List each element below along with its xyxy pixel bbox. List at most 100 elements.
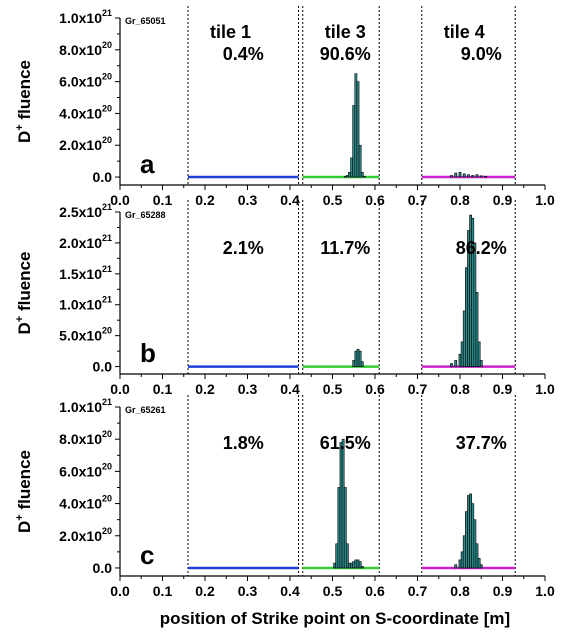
x-tick-label: 0.5 [323,192,343,208]
histogram-bar [479,360,483,367]
histogram-bar [350,562,353,569]
panel-a: 0.0 0.1 0.2 0.3 0.4 0.5 0.6 0.7 0.8 0.9 1.0 0.0 2.0x… [14,6,555,208]
histogram-bar [479,175,483,178]
panel-letter: b [140,338,156,368]
y-tick-label: 0.0 [93,169,113,185]
x-tick-label: 0.1 [153,583,173,599]
histogram-bar [354,350,358,367]
x-tick-label: 0.6 [365,583,385,599]
y-axis-label: D+ fluence [14,450,34,533]
x-tick-label: 0.1 [153,381,173,397]
x-tick-label: 0.2 [195,192,215,208]
histogram-bar [352,105,356,178]
tile-percentage: 11.7% [320,238,370,258]
histogram-bar [473,519,477,569]
y-tick-label: 1.0x1021 [59,397,112,415]
histogram-bar [346,175,349,178]
tile-percentage: 2.1% [223,238,264,258]
histogram-bar [348,562,351,569]
y-tick-label: 4.0x1020 [59,103,112,121]
histogram-bar [358,350,362,367]
histogram-bar [333,562,336,569]
histogram-bar [467,174,470,178]
histogram-bar [475,292,479,367]
y-tick-label: 2.0x1020 [59,135,112,153]
histogram-bar [358,144,362,178]
histogram-bar [462,310,466,367]
x-tick-label: 0.8 [450,192,470,208]
y-tick-label: 8.0x1020 [59,429,112,447]
histogram-bar [477,557,481,569]
y-tick-label: 2.0x1020 [59,526,112,544]
x-tick-label: 0.9 [493,381,513,397]
histogram-bar [477,341,481,367]
histogram-bar [450,175,453,178]
y-tick-label: 8.0x1020 [59,40,112,58]
x-tick-label: 0.9 [493,192,513,208]
histogram-bar [358,561,362,569]
histogram-bar [462,173,466,178]
x-tick-label: 0.8 [450,381,470,397]
histogram-bar [335,543,339,569]
histogram-bar [458,559,462,569]
histogram-bar [450,363,453,367]
histogram-bar [454,564,458,569]
histogram-bar [360,171,364,178]
histogram-bar [356,81,360,178]
histogram-bar [360,361,364,367]
histogram-bar [467,495,470,569]
histogram-bar [458,171,462,178]
shot-id: Gr_65261 [125,405,166,415]
shot-id: Gr_65051 [125,16,166,26]
x-tick-label: 0.3 [238,381,258,397]
x-tick-label: 0.4 [280,381,300,397]
tile-percentage: 86.2% [456,238,507,258]
histogram-bar [363,175,366,178]
histogram-bar [465,511,468,569]
y-tick-label: 4.0x1020 [59,494,112,512]
x-tick-label: 0.5 [323,583,343,599]
histogram-bar [473,242,477,367]
panel-letter: c [140,540,154,570]
histogram-bar [484,175,487,178]
histogram-bar [354,73,358,178]
histogram-bar [479,564,483,569]
histogram-bar [458,353,462,367]
x-tick-label: 0.5 [323,381,343,397]
x-tick-label: 0.7 [408,192,428,208]
histogram-bar [454,360,458,367]
histogram-bar [350,157,353,178]
panel-c: 0.0 0.1 0.2 0.3 0.4 0.5 0.6 0.7 0.8 0.9 1.0 0.0 2.0x… [14,395,555,599]
x-tick-label: 0.6 [365,381,385,397]
panel-letter: a [140,149,155,179]
x-tick-label: 0.3 [238,583,258,599]
y-tick-label: 1.0x1021 [59,295,112,313]
tile-percentage: 9.0% [461,44,502,64]
histogram-bar [475,174,479,178]
shot-id: Gr_65288 [125,210,166,220]
histogram-bar [460,341,464,367]
tile-percentage: 1.8% [223,433,264,453]
histogram-bar [343,487,347,569]
histogram-bar [460,551,464,569]
x-tick-label: 0.0 [110,583,130,599]
x-axis-label: position of Strike point on S-coordinate… [160,609,510,628]
x-tick-label: 0.2 [195,583,215,599]
histogram-bar [471,175,475,178]
tile-percentage: 90.6% [320,44,371,64]
histogram-bar [360,566,364,569]
histogram-bar [465,267,468,367]
histogram-bar [469,493,472,569]
tile-label: tile 1 [210,22,251,42]
y-tick-label: 2.5x1021 [59,202,112,220]
tile-label: tile 3 [325,22,366,42]
histogram-bar [471,503,475,569]
histogram-bar [343,175,347,178]
histogram-bar [341,438,345,569]
y-tick-label: 6.0x1020 [59,461,112,479]
histogram-bar [356,559,360,569]
y-tick-label: 6.0x1020 [59,72,112,90]
x-tick-label: 0.7 [408,583,428,599]
histogram-bar [339,442,343,569]
